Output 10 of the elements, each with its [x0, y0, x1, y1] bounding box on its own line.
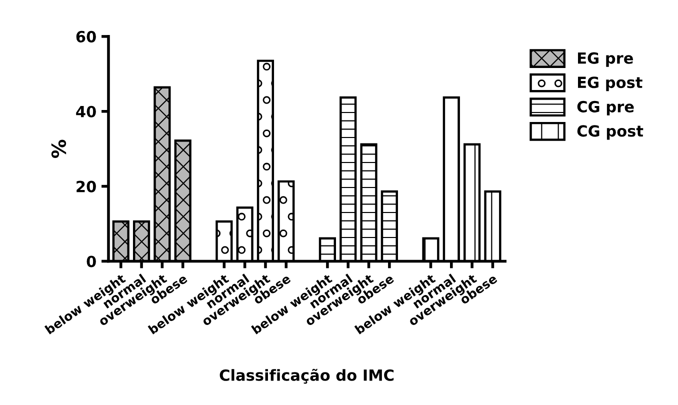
- y-axis-title: %: [51, 140, 66, 158]
- legend-label: CG post: [577, 125, 644, 140]
- legend-label: CG pre: [577, 100, 634, 116]
- y-tick-label: 40: [76, 106, 96, 118]
- legend-label: EG pre: [578, 52, 633, 67]
- x-axis-title: Classificação do IMC: [220, 368, 394, 384]
- y-tick-label: 0: [86, 256, 96, 268]
- y-tick-label: 60: [76, 30, 96, 42]
- y-tick-label: 20: [76, 180, 96, 192]
- legend-label: EG post: [578, 76, 642, 92]
